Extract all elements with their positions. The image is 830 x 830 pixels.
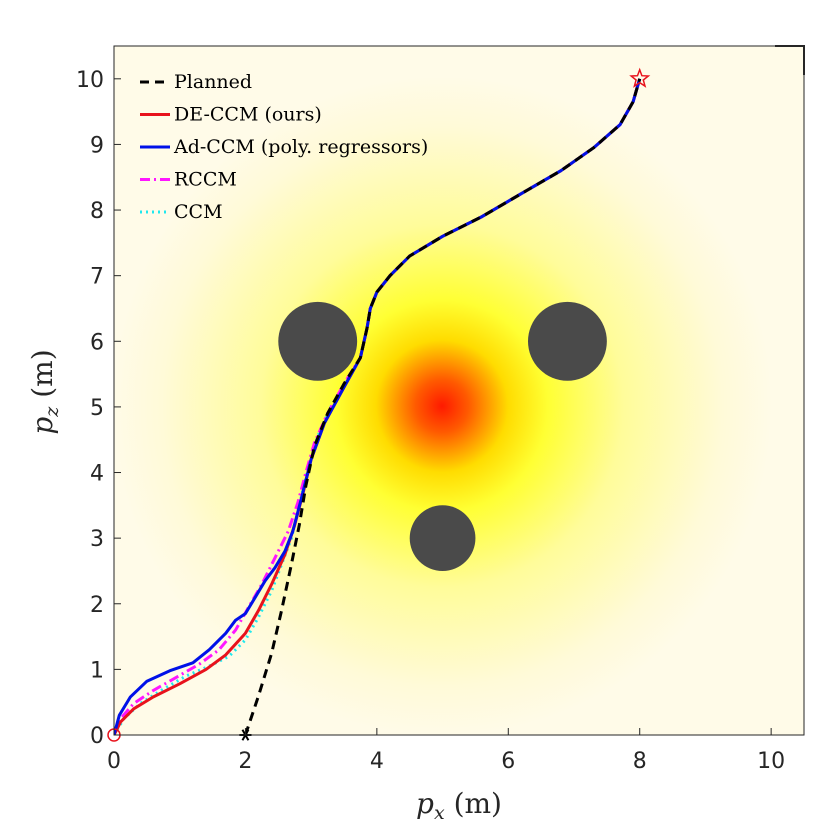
legend-label: DE-CCM (ours): [174, 104, 322, 126]
obstacle-2: [528, 301, 607, 381]
y-tick-label: 6: [90, 330, 104, 355]
x-tick-label: 0: [107, 749, 121, 774]
y-tick-label: 7: [90, 265, 104, 290]
legend-label: Ad-CCM (poly. regressors): [173, 136, 428, 158]
y-tick-label: 0: [90, 724, 104, 749]
y-tick-label: 1: [90, 658, 104, 683]
y-axis-ticks: 0 1 2 3 4 5 6 7 8 9 10: [76, 68, 121, 749]
legend-label: Planned: [174, 71, 252, 93]
obstacle-3: [409, 505, 476, 571]
obstacle-1: [278, 301, 358, 381]
x-tick-label: 6: [501, 749, 515, 774]
x-tick-label: 8: [633, 749, 647, 774]
y-tick-label: 10: [76, 68, 104, 93]
legend-label: CCM: [174, 201, 223, 223]
x-axis-label: px (m): [416, 787, 502, 824]
corner-tick-mark: [775, 45, 805, 75]
legend: Planned DE-CCM (ours) Ad-CCM (poly. regres…: [140, 71, 428, 223]
x-tick-label: 4: [370, 749, 384, 774]
x-tick-label: 10: [757, 749, 785, 774]
series-line-ad-ccm-poly-regressors: [114, 78, 642, 735]
y-axis-label: pz (m): [26, 349, 63, 434]
plot-background: [114, 46, 804, 735]
legend-label: RCCM: [174, 169, 237, 191]
y-tick-label: 3: [90, 527, 104, 552]
y-tick-label: 2: [90, 593, 104, 618]
y-tick-label: 5: [90, 396, 104, 421]
series-line-planned: [243, 78, 642, 735]
series-layer: [114, 78, 642, 735]
x-tick-label: 2: [238, 749, 252, 774]
obstacles: [278, 301, 607, 571]
y-tick-label: 4: [90, 462, 104, 487]
y-tick-label: 8: [90, 199, 104, 224]
y-tick-label: 9: [90, 133, 104, 158]
x-axis-ticks: 0 2 4 6 8 10: [107, 728, 785, 774]
goal-marker: [629, 67, 651, 88]
plot-frame: [113, 45, 805, 736]
